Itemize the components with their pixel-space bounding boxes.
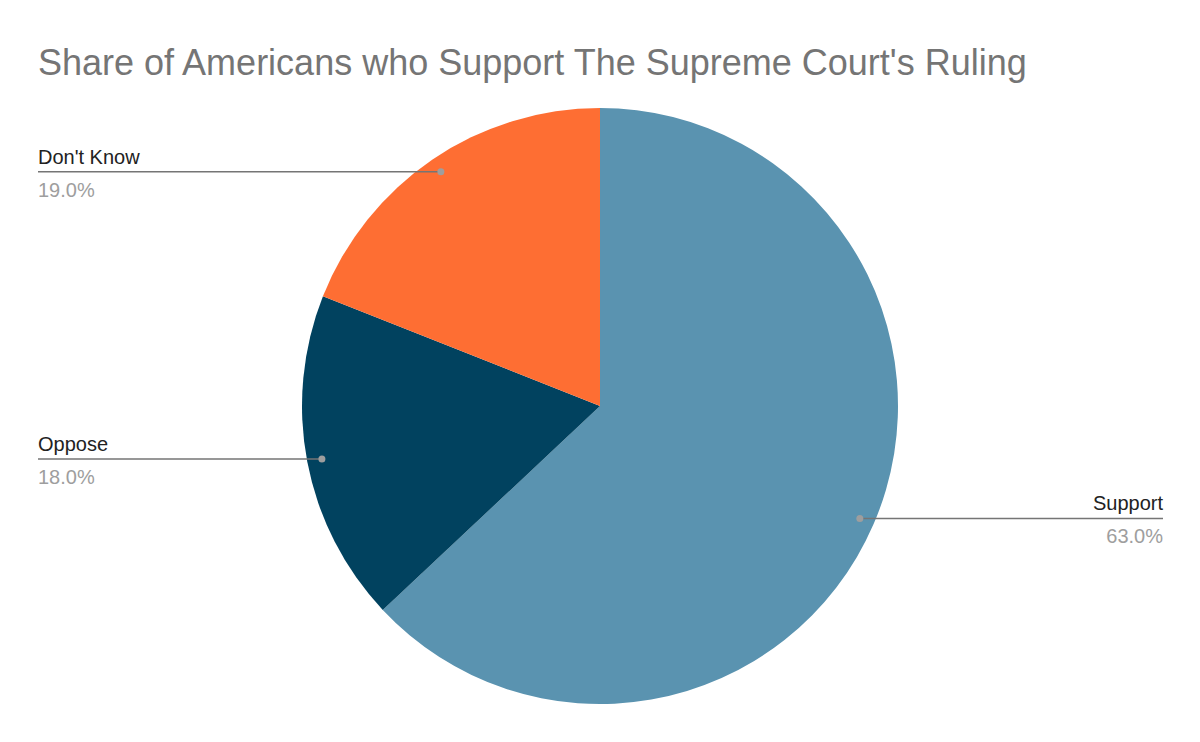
slice-label: Don't Know bbox=[38, 146, 140, 168]
data-label: 18.0% bbox=[38, 466, 95, 488]
leader-line bbox=[860, 518, 1163, 520]
leader-line bbox=[38, 171, 441, 173]
leader-dot bbox=[437, 168, 444, 175]
pie-slice bbox=[323, 108, 600, 406]
leader-dot bbox=[856, 515, 863, 522]
slice-label: Oppose bbox=[38, 433, 108, 455]
chart-title: Share of Americans who Support The Supre… bbox=[38, 42, 1027, 83]
chart: Share of Americans who Support The Supre… bbox=[0, 0, 1200, 742]
data-labels: Support 63.0% Oppose 18.0% Don't Know 19.0% bbox=[38, 146, 1163, 548]
pie bbox=[302, 108, 898, 704]
leader-dot bbox=[318, 456, 325, 463]
data-label: 63.0% bbox=[1106, 525, 1163, 547]
leader-line bbox=[38, 458, 322, 460]
data-label: 19.0% bbox=[38, 179, 95, 201]
slice-label: Support bbox=[1093, 492, 1163, 514]
